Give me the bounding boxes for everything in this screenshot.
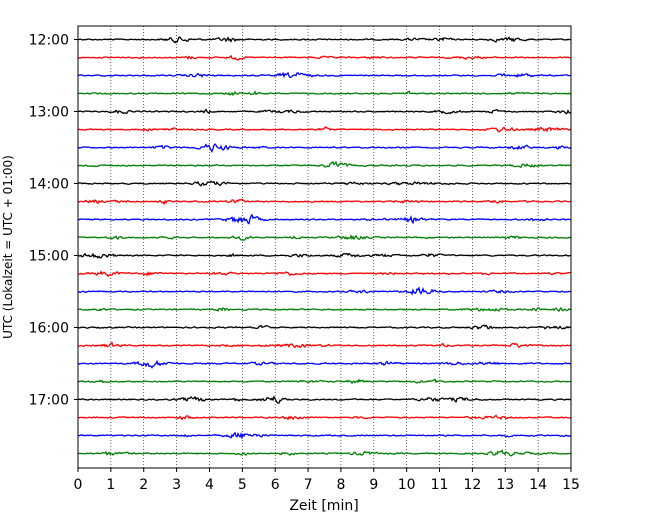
x-tick-label-8: 8 <box>336 477 345 493</box>
trace-24 <box>77 449 572 457</box>
trace-10 <box>77 198 572 206</box>
y-axis: 12:00 13:00 14:00 15:00 16:00 17:00 <box>29 33 78 409</box>
x-tick-label-9: 9 <box>369 477 378 493</box>
trace-21 <box>77 395 572 404</box>
trace-1 <box>77 36 572 44</box>
trace-8 <box>77 160 572 169</box>
trace-15 <box>77 286 572 296</box>
trace-group <box>77 36 572 457</box>
x-tick-label-1: 1 <box>106 477 115 493</box>
x-tick-label-14: 14 <box>529 477 547 493</box>
trace-12 <box>77 234 572 241</box>
x-tick-label-12: 12 <box>463 477 481 493</box>
x-axis-label: Zeit [min] <box>289 498 358 514</box>
trace-23 <box>77 431 572 440</box>
y-tick-label-12:00: 12:00 <box>29 33 69 49</box>
trace-17 <box>77 324 572 330</box>
trace-16 <box>77 306 572 313</box>
x-axis: 0 1 2 3 4 5 6 7 8 9 10 11 12 13 14 15 <box>74 468 580 493</box>
y-tick-label-13:00: 13:00 <box>29 105 69 121</box>
trace-6 <box>77 126 572 133</box>
x-tick-label-10: 10 <box>398 477 416 493</box>
trace-4 <box>77 90 572 97</box>
y-tick-label-14:00: 14:00 <box>29 177 69 193</box>
trace-2 <box>77 54 572 61</box>
trace-5 <box>77 108 572 115</box>
vertical-grid <box>110 26 539 468</box>
x-tick-label-4: 4 <box>205 477 214 493</box>
y-axis-label: UTC (Lokalzeit = UTC + 01:00) <box>1 155 15 339</box>
trace-13 <box>77 252 572 259</box>
plot-frame <box>77 25 572 469</box>
trace-3 <box>77 71 572 79</box>
trace-11 <box>77 213 572 225</box>
x-tick-label-7: 7 <box>304 477 313 493</box>
x-tick-label-5: 5 <box>238 477 247 493</box>
trace-7 <box>77 143 572 153</box>
x-tick-label-11: 11 <box>431 477 449 493</box>
trace-20 <box>77 378 572 385</box>
trace-14 <box>77 270 572 277</box>
x-tick-label-0: 0 <box>74 477 83 493</box>
x-tick-label-6: 6 <box>271 477 280 493</box>
y-tick-label-16:00: 16:00 <box>29 321 69 337</box>
x-tick-label-2: 2 <box>139 477 148 493</box>
x-tick-label-13: 13 <box>496 477 514 493</box>
x-tick-label-15: 15 <box>562 477 580 493</box>
trace-9 <box>77 180 572 187</box>
y-tick-label-15:00: 15:00 <box>29 249 69 265</box>
y-tick-label-17:00: 17:00 <box>29 393 69 409</box>
trace-18 <box>77 341 572 349</box>
x-tick-label-3: 3 <box>172 477 181 493</box>
trace-19 <box>77 359 572 369</box>
trace-22 <box>77 414 572 421</box>
